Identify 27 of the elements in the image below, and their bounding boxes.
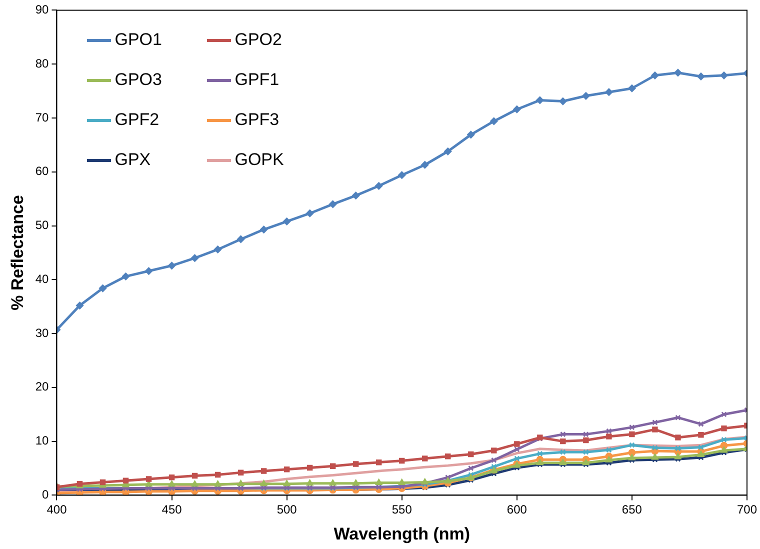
legend-label: GPO1 xyxy=(114,30,162,50)
y-tick-label: 10 xyxy=(35,434,50,448)
legend-label: GPF1 xyxy=(234,70,280,90)
y-tick-label: 0 xyxy=(42,488,50,502)
y-tick-label: 90 xyxy=(35,2,50,17)
x-tick-label: 700 xyxy=(736,502,758,517)
y-tick-label: 30 xyxy=(35,326,50,340)
x-tick-label: 600 xyxy=(506,502,528,517)
legend-label: GPO3 xyxy=(114,70,162,90)
y-tick-label: 80 xyxy=(35,56,50,70)
legend-label: GPF2 xyxy=(114,110,160,130)
y-tick-label: 60 xyxy=(35,164,50,178)
x-axis-title: Wavelength (nm) xyxy=(334,524,470,544)
legend-label: GPO2 xyxy=(234,30,282,50)
x-tick-label: 650 xyxy=(622,502,642,517)
legend-label: GPF3 xyxy=(234,110,280,130)
x-tick-label: 400 xyxy=(46,502,68,517)
y-tick-label: 50 xyxy=(35,218,50,232)
x-tick-label: 450 xyxy=(162,502,182,517)
x-tick-label: 550 xyxy=(392,502,412,517)
y-axis-title: % Reflectance xyxy=(8,195,27,310)
y-tick-label: 70 xyxy=(35,110,50,124)
y-tick-label: 40 xyxy=(35,272,50,286)
y-tick-label: 20 xyxy=(35,380,50,394)
legend-label: GOPK xyxy=(234,150,284,170)
x-tick-label: 500 xyxy=(276,502,298,517)
legend-label: GPX xyxy=(114,150,151,170)
